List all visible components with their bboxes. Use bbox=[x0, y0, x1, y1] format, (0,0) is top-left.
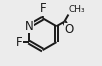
Text: O: O bbox=[64, 23, 74, 36]
Text: F: F bbox=[40, 2, 47, 15]
Text: N: N bbox=[25, 20, 33, 33]
Text: F: F bbox=[16, 36, 23, 49]
Text: CH₃: CH₃ bbox=[69, 5, 85, 14]
